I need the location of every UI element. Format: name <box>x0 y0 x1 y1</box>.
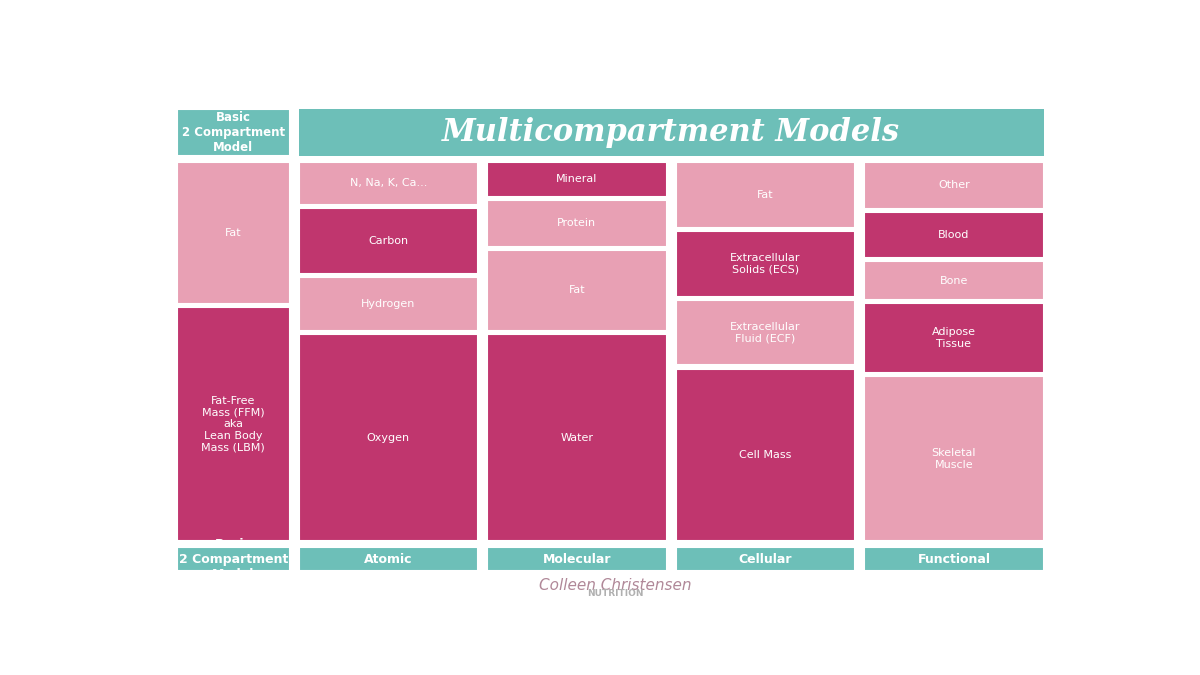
FancyBboxPatch shape <box>864 162 1044 209</box>
FancyBboxPatch shape <box>487 547 666 572</box>
Text: Fat: Fat <box>757 190 774 200</box>
FancyBboxPatch shape <box>299 162 478 205</box>
Text: Mineral: Mineral <box>557 174 598 184</box>
Text: Water: Water <box>560 433 594 443</box>
Text: Oxygen: Oxygen <box>367 433 410 443</box>
Text: Skeletal
Muscle: Skeletal Muscle <box>931 448 977 470</box>
FancyBboxPatch shape <box>676 231 856 296</box>
Text: Functional: Functional <box>918 553 990 566</box>
Text: Other: Other <box>938 180 970 190</box>
Text: Colleen Christensen: Colleen Christensen <box>539 578 691 593</box>
FancyBboxPatch shape <box>864 547 1044 572</box>
Text: Fat-Free
Mass (FFM)
aka
Lean Body
Mass (LBM): Fat-Free Mass (FFM) aka Lean Body Mass (… <box>202 396 265 452</box>
FancyBboxPatch shape <box>178 162 289 304</box>
Text: Blood: Blood <box>938 230 970 240</box>
FancyBboxPatch shape <box>864 376 1044 541</box>
Text: N, Na, K, Ca...: N, Na, K, Ca... <box>349 178 427 188</box>
FancyBboxPatch shape <box>864 211 1044 259</box>
FancyBboxPatch shape <box>299 334 478 541</box>
FancyBboxPatch shape <box>676 300 856 365</box>
Text: Fat: Fat <box>569 286 586 296</box>
Text: Hydrogen: Hydrogen <box>361 299 415 309</box>
Text: Fat: Fat <box>226 228 241 238</box>
FancyBboxPatch shape <box>178 547 289 572</box>
FancyBboxPatch shape <box>676 369 856 541</box>
FancyBboxPatch shape <box>487 162 666 197</box>
FancyBboxPatch shape <box>487 334 666 541</box>
FancyBboxPatch shape <box>864 261 1044 300</box>
Text: Extracellular
Fluid (ECF): Extracellular Fluid (ECF) <box>730 322 800 344</box>
FancyBboxPatch shape <box>487 200 666 247</box>
FancyBboxPatch shape <box>178 307 289 541</box>
FancyBboxPatch shape <box>178 109 289 156</box>
Text: NUTRITION: NUTRITION <box>587 589 643 598</box>
Text: Multicompartment Models: Multicompartment Models <box>442 117 900 148</box>
Text: Basic
2 Compartment
Model: Basic 2 Compartment Model <box>181 111 284 154</box>
Text: Molecular: Molecular <box>542 553 611 566</box>
Text: Carbon: Carbon <box>368 236 408 246</box>
Text: Adipose
Tissue: Adipose Tissue <box>932 327 976 349</box>
Text: Cell Mass: Cell Mass <box>739 450 792 460</box>
FancyBboxPatch shape <box>676 547 856 572</box>
FancyBboxPatch shape <box>676 162 856 227</box>
FancyBboxPatch shape <box>299 109 1044 156</box>
FancyBboxPatch shape <box>864 304 1044 373</box>
FancyBboxPatch shape <box>299 208 478 273</box>
Text: Protein: Protein <box>557 219 596 228</box>
FancyBboxPatch shape <box>487 250 666 331</box>
Text: Extracellular
Solids (ECS): Extracellular Solids (ECS) <box>730 253 800 275</box>
Text: Bone: Bone <box>940 276 968 286</box>
Text: Basic
2 Compartment
Model: Basic 2 Compartment Model <box>179 538 288 580</box>
FancyBboxPatch shape <box>299 277 478 331</box>
FancyBboxPatch shape <box>299 547 478 572</box>
Text: Cellular: Cellular <box>739 553 792 566</box>
Text: Atomic: Atomic <box>364 553 413 566</box>
